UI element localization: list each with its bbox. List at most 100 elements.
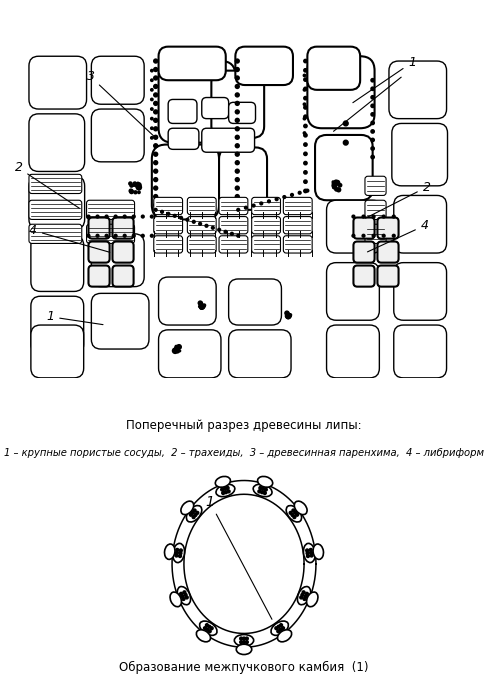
Circle shape — [132, 234, 136, 238]
Circle shape — [180, 549, 183, 552]
Circle shape — [206, 628, 209, 631]
Circle shape — [362, 215, 366, 219]
Circle shape — [303, 58, 308, 63]
Circle shape — [301, 594, 304, 596]
Circle shape — [243, 637, 245, 640]
Text: 4: 4 — [367, 219, 428, 252]
Circle shape — [332, 185, 337, 189]
Circle shape — [183, 591, 186, 594]
Text: 1: 1 — [353, 56, 416, 103]
Ellipse shape — [304, 544, 315, 563]
Circle shape — [184, 594, 187, 596]
Circle shape — [282, 627, 285, 630]
Circle shape — [264, 491, 266, 495]
Circle shape — [175, 551, 178, 554]
Circle shape — [275, 627, 278, 630]
Circle shape — [305, 189, 309, 193]
Circle shape — [173, 214, 177, 218]
FancyBboxPatch shape — [392, 123, 447, 186]
Text: 4: 4 — [29, 224, 110, 252]
Circle shape — [285, 313, 292, 319]
Circle shape — [303, 170, 308, 175]
Circle shape — [334, 182, 338, 186]
FancyBboxPatch shape — [154, 197, 183, 215]
Circle shape — [303, 88, 306, 92]
Circle shape — [334, 187, 339, 192]
Circle shape — [262, 487, 264, 490]
Circle shape — [193, 509, 196, 512]
Circle shape — [150, 117, 154, 120]
FancyBboxPatch shape — [389, 61, 447, 118]
Circle shape — [154, 208, 158, 212]
Ellipse shape — [253, 484, 272, 497]
Ellipse shape — [236, 644, 252, 654]
Circle shape — [279, 628, 282, 631]
Circle shape — [303, 77, 308, 82]
Circle shape — [235, 202, 240, 208]
FancyBboxPatch shape — [187, 197, 216, 215]
Circle shape — [210, 627, 213, 630]
Circle shape — [224, 487, 226, 490]
Circle shape — [132, 181, 137, 186]
Circle shape — [198, 222, 202, 226]
FancyBboxPatch shape — [326, 325, 379, 378]
Circle shape — [235, 92, 240, 98]
FancyBboxPatch shape — [187, 236, 216, 253]
Circle shape — [309, 548, 312, 551]
Circle shape — [141, 234, 145, 238]
Circle shape — [344, 121, 348, 126]
Circle shape — [198, 305, 201, 308]
Circle shape — [259, 202, 264, 206]
FancyBboxPatch shape — [211, 71, 264, 138]
Circle shape — [235, 75, 240, 80]
Circle shape — [235, 58, 240, 64]
FancyBboxPatch shape — [88, 266, 110, 287]
FancyBboxPatch shape — [284, 197, 312, 215]
Circle shape — [244, 206, 248, 210]
Ellipse shape — [177, 587, 191, 605]
Circle shape — [303, 597, 306, 601]
Circle shape — [275, 197, 279, 202]
Circle shape — [179, 552, 182, 555]
Circle shape — [333, 180, 338, 186]
Circle shape — [351, 234, 356, 238]
Circle shape — [150, 127, 154, 130]
FancyBboxPatch shape — [91, 234, 144, 287]
FancyBboxPatch shape — [31, 297, 83, 354]
FancyBboxPatch shape — [365, 200, 386, 219]
Circle shape — [192, 515, 195, 519]
Circle shape — [185, 217, 189, 222]
Circle shape — [285, 314, 290, 319]
Circle shape — [201, 304, 203, 307]
FancyBboxPatch shape — [284, 236, 312, 253]
Circle shape — [351, 215, 356, 219]
Circle shape — [211, 226, 215, 230]
Circle shape — [344, 140, 348, 145]
Circle shape — [335, 180, 340, 185]
Text: Образование межпучкового камбия  (1): Образование межпучкового камбия (1) — [119, 661, 369, 674]
FancyBboxPatch shape — [159, 330, 221, 378]
Ellipse shape — [278, 630, 292, 642]
FancyBboxPatch shape — [394, 263, 447, 320]
FancyBboxPatch shape — [307, 56, 375, 128]
Circle shape — [300, 596, 303, 599]
FancyBboxPatch shape — [252, 197, 281, 215]
Circle shape — [200, 303, 203, 307]
Circle shape — [251, 204, 256, 208]
Circle shape — [198, 301, 203, 305]
FancyBboxPatch shape — [353, 217, 375, 239]
Circle shape — [303, 87, 308, 92]
Circle shape — [370, 112, 375, 117]
Circle shape — [135, 184, 139, 188]
Circle shape — [175, 349, 180, 354]
Circle shape — [284, 310, 290, 316]
Circle shape — [290, 193, 294, 197]
FancyBboxPatch shape — [315, 135, 373, 200]
FancyBboxPatch shape — [29, 174, 82, 193]
FancyBboxPatch shape — [29, 114, 84, 171]
Ellipse shape — [216, 484, 235, 497]
Circle shape — [287, 313, 292, 319]
Circle shape — [302, 591, 305, 594]
FancyBboxPatch shape — [112, 217, 134, 239]
FancyBboxPatch shape — [29, 176, 84, 229]
